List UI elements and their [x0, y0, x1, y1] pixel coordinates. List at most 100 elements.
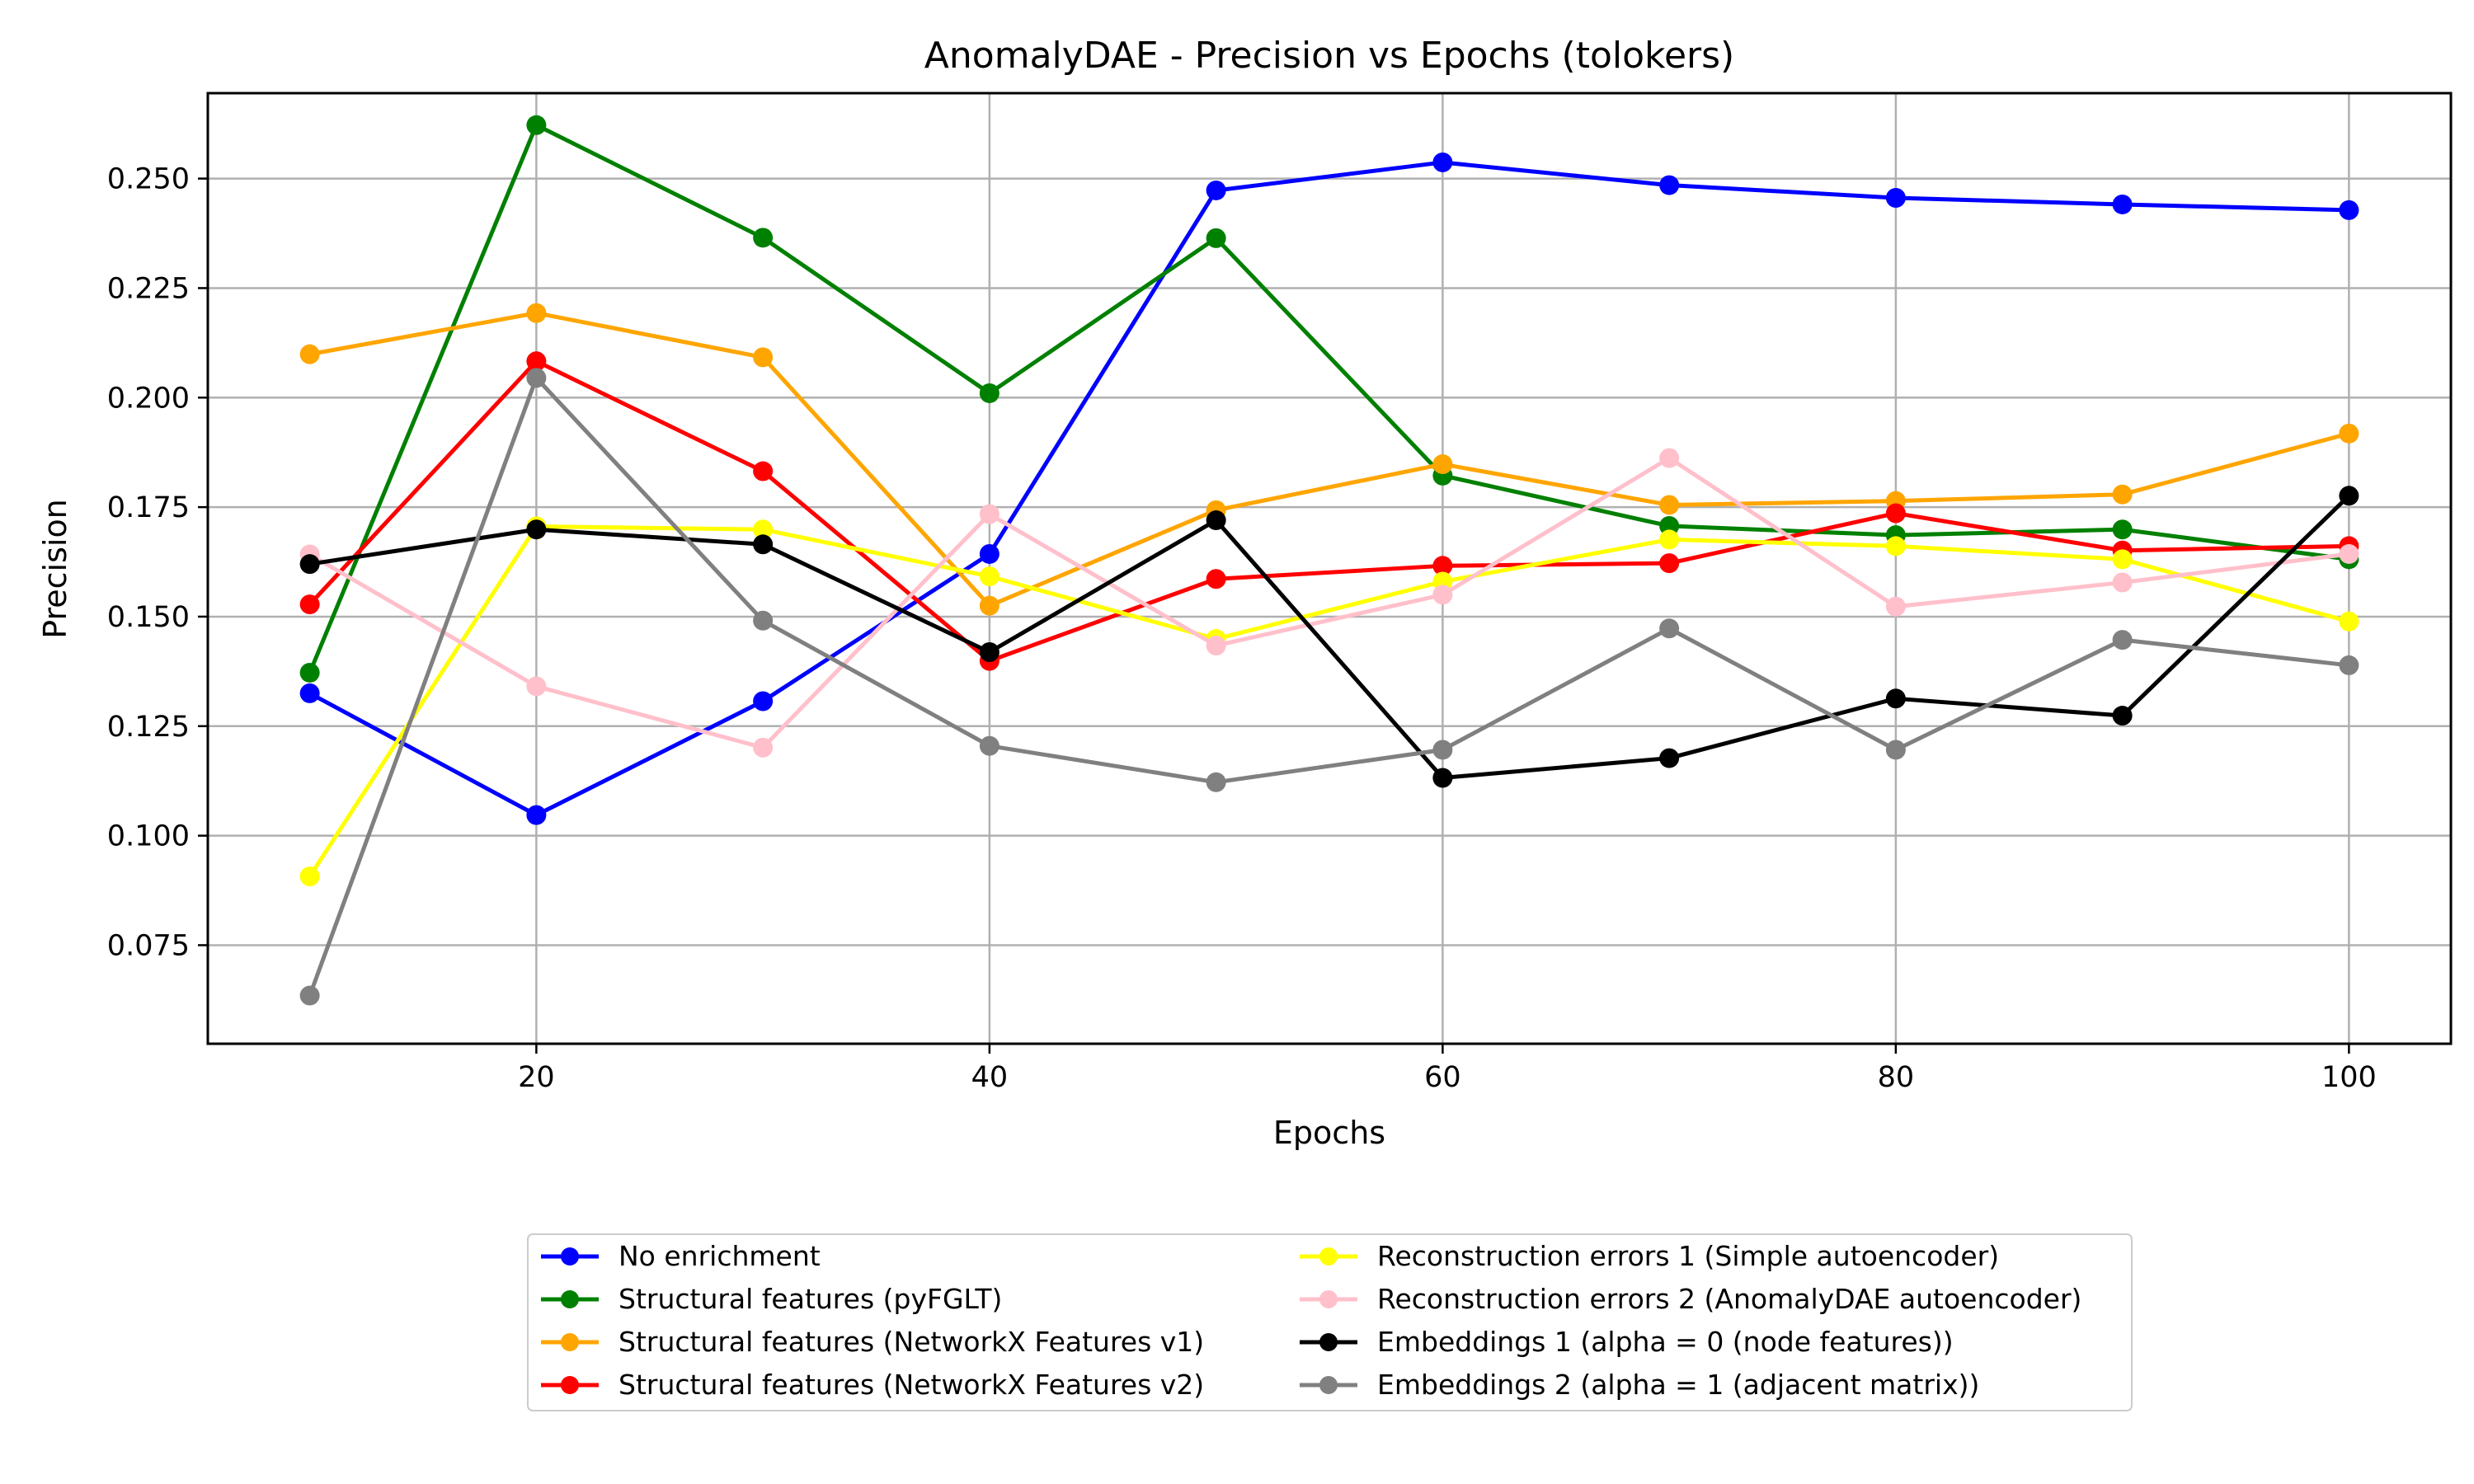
- data-point: [753, 534, 774, 555]
- data-point: [2112, 572, 2133, 593]
- legend-label: Structural features (NetworkX Features v…: [618, 1326, 1204, 1358]
- series-group: [299, 448, 2359, 758]
- legend-swatch-marker: [1319, 1333, 1338, 1351]
- x-tick-label: 80: [1878, 1061, 1915, 1094]
- data-point: [1432, 740, 1453, 760]
- data-point: [299, 344, 320, 364]
- data-point: [2339, 200, 2359, 220]
- series-line: [309, 311, 2350, 608]
- data-point: [526, 676, 547, 697]
- x-tick-label: 40: [971, 1061, 1009, 1094]
- series-group: [299, 486, 2359, 788]
- data-point: [1885, 536, 1906, 556]
- legend-entry: Structural features (NetworkX Features v…: [541, 1326, 1204, 1358]
- data-point: [753, 228, 774, 248]
- data-point: [1659, 175, 1680, 195]
- legend-swatch-marker: [561, 1376, 579, 1394]
- legend: No enrichment Structural features (pyFGLT…: [527, 1233, 2133, 1411]
- y-tick-label: 0.125: [107, 711, 190, 744]
- legend-entry: Structural features (pyFGLT): [541, 1283, 1002, 1315]
- data-point: [1432, 556, 1453, 576]
- series-line: [308, 524, 2350, 878]
- data-point: [526, 303, 547, 323]
- data-point: [299, 594, 320, 615]
- legend-label: Embeddings 1 (alpha = 0 (node features)): [1377, 1326, 1954, 1358]
- plot-area-frame: [206, 92, 2453, 1045]
- legend-label: Structural features (NetworkX Features v…: [618, 1369, 1204, 1401]
- series-line: [308, 456, 2349, 750]
- axis-ticks: 20 40 60 80 100 0.075 0.100 0.125 0.150 0.175 0.20…: [107, 163, 2377, 1094]
- data-point: [1885, 187, 1906, 208]
- y-tick-label: 0.225: [107, 272, 190, 305]
- data-point: [753, 519, 774, 540]
- data-point: [2112, 706, 2133, 726]
- data-point: [979, 641, 999, 662]
- grid-lines: [208, 93, 2451, 1044]
- y-tick-label: 0.100: [107, 820, 190, 853]
- series-lines: [299, 115, 2359, 1006]
- data-point: [2112, 549, 2133, 570]
- legend-entry: Reconstruction errors 1 (Simple autoenco…: [1300, 1240, 1999, 1272]
- data-point: [2112, 630, 2133, 650]
- series-line: [308, 160, 2349, 818]
- legend-swatch-marker: [561, 1247, 579, 1266]
- data-point: [2112, 519, 2133, 540]
- data-point: [979, 504, 999, 524]
- data-point: [1432, 585, 1453, 605]
- series-line: [309, 494, 2351, 780]
- series-group: [299, 516, 2359, 887]
- data-point: [979, 566, 999, 587]
- data-point: [1432, 454, 1453, 475]
- data-point: [1432, 768, 1453, 788]
- data-point: [526, 351, 547, 372]
- data-point: [1659, 515, 1680, 536]
- legend-swatch-marker: [561, 1290, 579, 1308]
- chart-title: AnomalyDAE - Precision vs Epochs (toloke…: [924, 35, 1734, 77]
- x-tick-label: 20: [518, 1061, 555, 1094]
- data-point: [1206, 510, 1226, 531]
- data-point: [753, 610, 774, 631]
- data-point: [1659, 748, 1680, 768]
- data-point: [1659, 448, 1680, 468]
- legend-entry: Structural features (NetworkX Features v…: [541, 1369, 1204, 1401]
- data-point: [1659, 495, 1680, 515]
- legend-swatch-marker: [1319, 1290, 1338, 1308]
- legend-label: Structural features (pyFGLT): [618, 1283, 1002, 1315]
- y-tick-label: 0.075: [107, 929, 190, 962]
- legend-entry: Embeddings 2 (alpha = 1 (adjacent matrix…: [1300, 1369, 1979, 1401]
- data-point: [2339, 423, 2359, 444]
- y-axis-label: Precision: [37, 499, 73, 639]
- x-axis-label: Epochs: [1273, 1115, 1385, 1151]
- legend-label: Embeddings 2 (alpha = 1 (adjacent matrix…: [1377, 1369, 1979, 1401]
- data-point: [2339, 543, 2359, 564]
- data-point: [1206, 180, 1226, 200]
- series-line: [308, 375, 2349, 997]
- series-line: [308, 359, 2349, 664]
- data-point: [299, 683, 320, 703]
- data-point: [753, 737, 774, 758]
- data-point: [753, 461, 774, 481]
- data-point: [2339, 611, 2359, 632]
- legend-swatch-marker: [1319, 1247, 1338, 1266]
- legend-label: Reconstruction errors 1 (Simple autoenco…: [1377, 1240, 1999, 1272]
- data-point: [299, 554, 320, 575]
- data-point: [526, 805, 547, 825]
- data-point: [753, 347, 774, 368]
- legend-swatch-marker: [1319, 1376, 1338, 1394]
- data-point: [1659, 553, 1680, 574]
- data-point: [979, 543, 999, 564]
- y-tick-label: 0.175: [107, 491, 190, 524]
- series-group: [299, 368, 2359, 1006]
- data-point: [1432, 152, 1453, 172]
- data-point: [979, 595, 999, 616]
- data-point: [753, 691, 774, 711]
- data-point: [2112, 484, 2133, 505]
- data-point: [1659, 618, 1680, 639]
- data-point: [1206, 228, 1226, 248]
- data-point: [1206, 772, 1226, 792]
- data-point: [1659, 529, 1680, 550]
- data-point: [526, 519, 547, 540]
- x-tick-label: 60: [1424, 1061, 1461, 1094]
- data-point: [1885, 688, 1906, 709]
- legend-swatch-marker: [561, 1333, 579, 1351]
